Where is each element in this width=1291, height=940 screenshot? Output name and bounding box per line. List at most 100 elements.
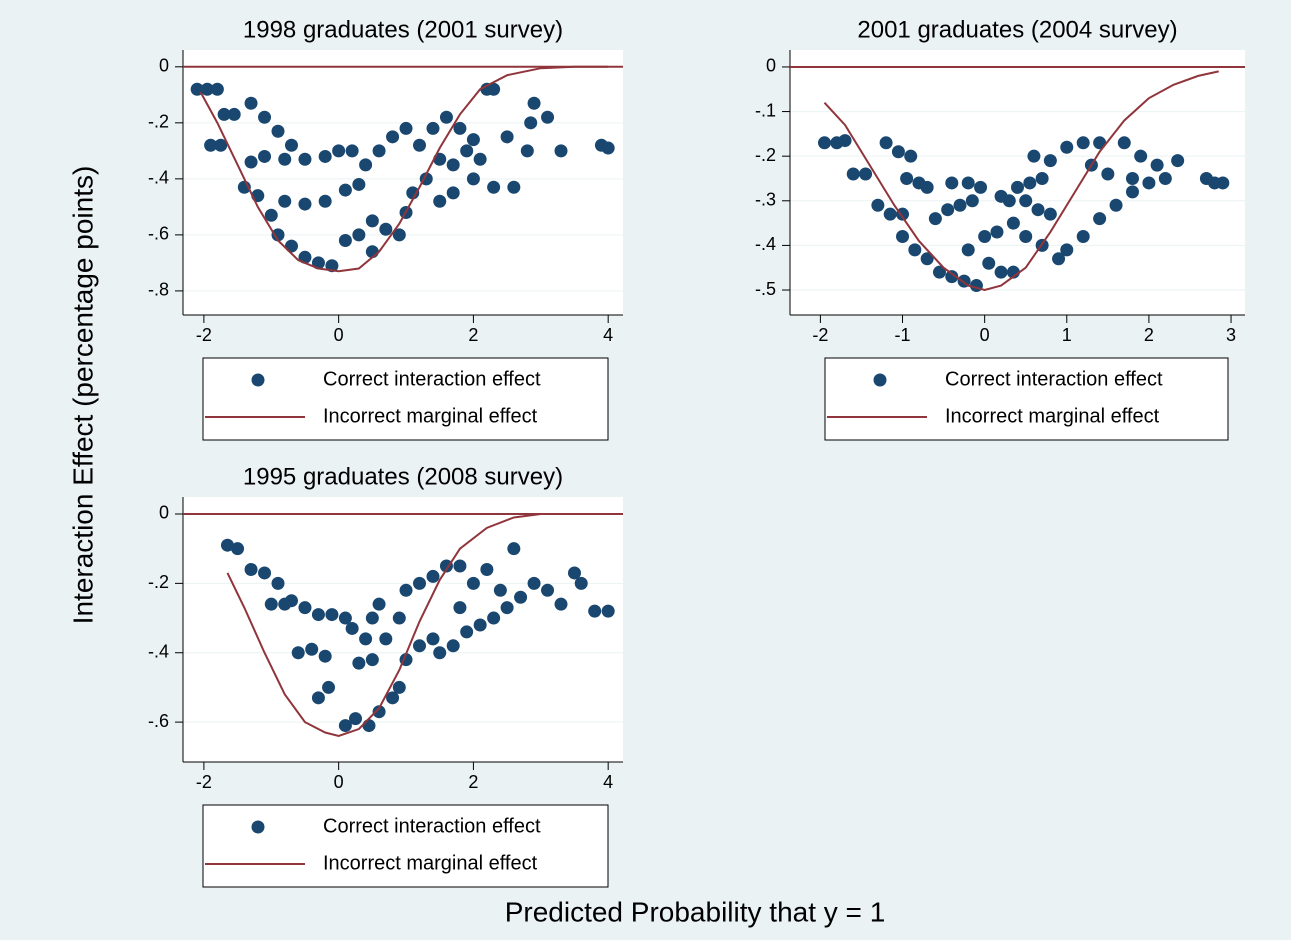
x-tick-label: 4 [603,772,613,792]
point [1011,180,1024,194]
point [200,82,214,96]
point [466,172,480,186]
point [1150,158,1164,172]
point [453,601,467,615]
y-tick-label: 0 [159,56,169,76]
point [204,138,218,152]
point [846,167,860,181]
point [318,649,332,663]
point [920,252,934,266]
legend-marker [251,820,265,834]
point [446,639,460,653]
x-tick-label: 0 [980,325,990,345]
point [298,152,312,166]
y-tick-label: 0 [766,56,776,76]
point [891,145,905,159]
point [359,158,373,172]
x-tick-label: 2 [468,325,478,345]
point [541,583,555,597]
point [1043,207,1057,221]
point [379,632,393,646]
y-tick-label: -.3 [755,190,776,210]
legend-label: Incorrect marginal effect [323,405,538,427]
point [439,110,453,124]
point [392,611,406,625]
point [514,590,528,604]
point [466,576,480,590]
legend [202,804,609,888]
point [291,646,305,660]
point [372,144,386,158]
point [1035,171,1049,185]
point [487,180,501,194]
point [406,186,420,200]
panel-title: 1995 graduates (2008 survey) [243,463,563,490]
y-tick-label: -.4 [755,234,776,254]
point [978,229,992,243]
point [446,186,460,200]
x-tick-label: 0 [334,325,344,345]
point [1043,154,1057,168]
point [953,198,967,212]
point [244,562,258,576]
point [231,542,245,556]
legend [202,357,609,441]
x-axis-label: Predicted Probability that y = 1 [505,896,886,927]
point [1093,212,1107,226]
y-tick-label: -.6 [148,224,169,244]
y-tick-label: -.2 [148,572,169,592]
point [1076,229,1090,243]
x-tick-label: -2 [196,325,212,345]
point [1076,136,1090,150]
point [338,233,352,247]
point [365,653,379,667]
point [1019,229,1033,243]
point [362,719,376,733]
point [1125,185,1139,199]
legend-label: Incorrect marginal effect [323,852,538,874]
point [227,107,241,121]
point [817,136,831,150]
point [318,194,332,208]
point [879,136,893,150]
point [386,691,400,705]
point [1027,149,1041,163]
point [507,180,521,194]
point [520,144,534,158]
point [264,597,278,611]
point [527,576,541,590]
plot-area [183,50,623,315]
point [318,149,332,163]
x-tick-label: -2 [196,772,212,792]
point [258,110,272,124]
point [413,576,427,590]
x-tick-label: 4 [603,325,613,345]
point [322,680,336,694]
y-tick-label: -.8 [148,280,169,300]
point [1101,167,1115,181]
x-tick-label: 2 [468,772,478,792]
point [1171,154,1185,168]
point [258,566,272,580]
point [480,562,494,576]
point [386,130,400,144]
point [352,656,366,670]
point [524,116,538,130]
point [372,597,386,611]
point [305,642,319,656]
point [500,130,514,144]
point [1109,198,1123,212]
point [311,691,325,705]
line [226,512,609,738]
point [1031,203,1045,217]
point [896,229,910,243]
point [298,197,312,211]
x-tick-label: 1 [1062,325,1072,345]
point [399,121,413,135]
point [325,608,339,622]
point [588,604,602,618]
point [487,82,501,96]
point [413,138,427,152]
point [214,138,228,152]
